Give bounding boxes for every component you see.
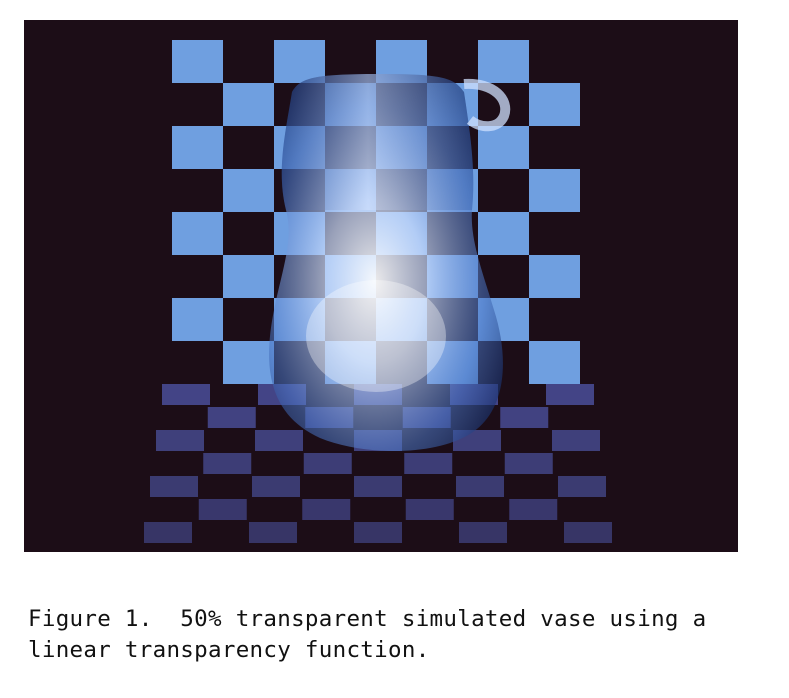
checker-square (529, 341, 580, 384)
floor-square (504, 453, 553, 474)
floor-square (509, 499, 558, 520)
floor-square (162, 384, 210, 405)
floor-square (354, 476, 402, 497)
checker-square (223, 341, 274, 384)
figure-image (24, 20, 738, 552)
checker-square (223, 255, 274, 298)
caption-line-1: Figure 1. 50% transparent simulated vase… (28, 606, 707, 632)
floor-square (552, 430, 600, 451)
floor-square (459, 522, 507, 543)
checker-square (478, 126, 529, 169)
vase-shape (269, 74, 511, 452)
checker-square (529, 255, 580, 298)
floor-square (302, 499, 351, 520)
floor-square (198, 499, 247, 520)
floor-square (405, 499, 454, 520)
checker-square (529, 169, 580, 212)
checker-square (172, 126, 223, 169)
floor-square (255, 430, 303, 451)
floor-square (500, 407, 549, 428)
floor-square (252, 476, 300, 497)
checker-square (223, 169, 274, 212)
checker-square (274, 40, 325, 83)
vase-render (24, 20, 738, 552)
caption-line-2: linear transparency function. (28, 637, 430, 663)
floor-square (354, 522, 402, 543)
floor-square (144, 522, 192, 543)
checker-square (223, 83, 274, 126)
checker-square (172, 40, 223, 83)
figure-caption: Figure 1. 50% transparent simulated vase… (28, 604, 778, 666)
floor-square (456, 476, 504, 497)
floor-square (207, 407, 256, 428)
floor-square (150, 476, 198, 497)
checker-square (172, 212, 223, 255)
floor-square (203, 453, 252, 474)
floor-square (558, 476, 606, 497)
checker-square (172, 298, 223, 341)
checker-square (478, 40, 529, 83)
floor-square (404, 453, 453, 474)
floor-square (156, 430, 204, 451)
floor-square (546, 384, 594, 405)
floor-square (249, 522, 297, 543)
checker-square (529, 83, 580, 126)
checker-square (478, 212, 529, 255)
floor-square (303, 453, 352, 474)
floor-square (564, 522, 612, 543)
